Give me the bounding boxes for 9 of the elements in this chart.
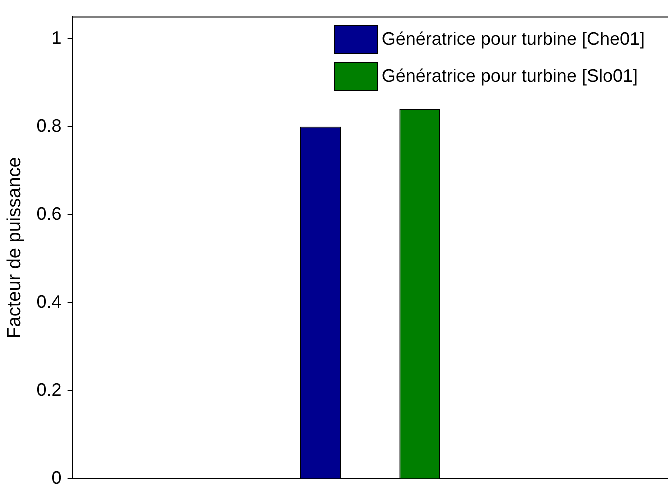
y-tick-label: 0.8	[36, 116, 62, 136]
legend-label: Génératrice pour turbine [Che01]	[382, 28, 646, 49]
y-tick-label: 0	[52, 468, 62, 488]
y-tick-label: 0.6	[36, 204, 62, 224]
y-tick-label: 1	[52, 28, 62, 48]
legend-label: Génératrice pour turbine [Slo01]	[382, 66, 638, 86]
y-axis-title: Facteur de puissance	[4, 157, 26, 339]
y-tick-label: 0.4	[36, 292, 62, 312]
y-tick-label: 0.2	[36, 380, 62, 400]
